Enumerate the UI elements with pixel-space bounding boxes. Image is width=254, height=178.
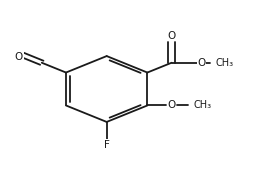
- Text: F: F: [104, 140, 110, 150]
- Text: O: O: [167, 100, 176, 111]
- Text: O: O: [167, 30, 176, 41]
- Text: O: O: [197, 58, 206, 68]
- Text: O: O: [15, 52, 23, 62]
- Text: CH₃: CH₃: [215, 58, 233, 68]
- Text: CH₃: CH₃: [194, 100, 212, 111]
